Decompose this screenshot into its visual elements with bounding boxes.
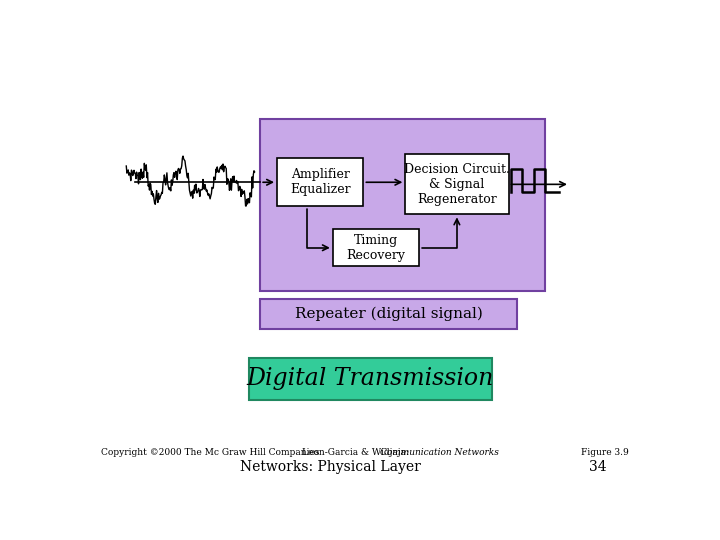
Text: Leon-Garcia & Widjaja:: Leon-Garcia & Widjaja: xyxy=(302,448,412,457)
Text: Timing
Recovery: Timing Recovery xyxy=(346,234,405,262)
Bar xyxy=(405,154,508,214)
Bar xyxy=(333,229,419,266)
Text: Repeater (digital signal): Repeater (digital signal) xyxy=(294,307,482,321)
Bar xyxy=(277,158,364,206)
Text: Digital Transmission: Digital Transmission xyxy=(247,367,494,390)
Bar xyxy=(260,299,517,329)
Text: Amplifier
Equalizer: Amplifier Equalizer xyxy=(290,168,351,196)
Bar xyxy=(249,358,492,400)
Text: Figure 3.9: Figure 3.9 xyxy=(581,448,629,457)
Text: Communication Networks: Communication Networks xyxy=(380,448,499,457)
Text: Networks: Physical Layer: Networks: Physical Layer xyxy=(240,460,420,474)
Text: 34: 34 xyxy=(589,460,606,474)
Text: Copyright ©2000 The Mc Graw Hill Companies: Copyright ©2000 The Mc Graw Hill Compani… xyxy=(101,448,320,457)
Text: Decision Circuit.
& Signal
Regenerator: Decision Circuit. & Signal Regenerator xyxy=(404,163,510,206)
Bar xyxy=(260,119,545,292)
